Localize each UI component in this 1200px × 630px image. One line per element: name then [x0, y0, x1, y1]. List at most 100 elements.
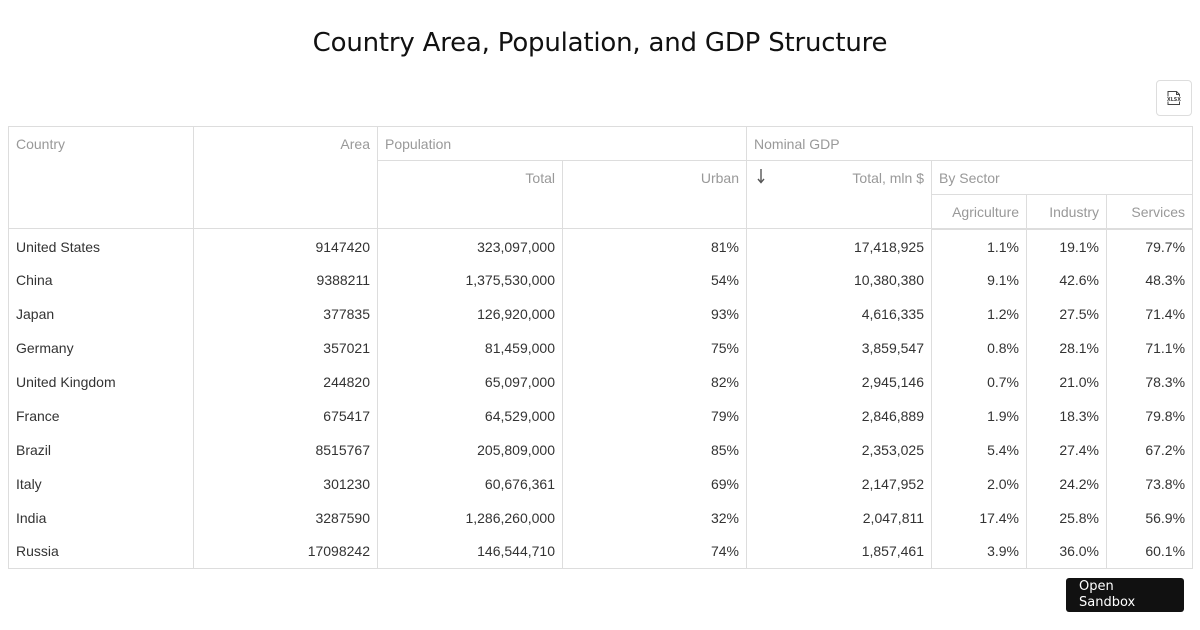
- cell-industry: 42.6%: [1026, 262, 1108, 297]
- cell-gdp-total: 2,047,811: [746, 500, 933, 535]
- export-xlsx-button[interactable]: XLSX: [1156, 80, 1192, 116]
- table-row: Japan 377835 126,920,000 93% 4,616,335 1.2% 27…: [8, 296, 1194, 331]
- cell-pop-total: 323,097,000: [377, 228, 563, 263]
- cell-industry: 21.0%: [1026, 364, 1108, 399]
- cell-country: United Kingdom: [8, 364, 194, 399]
- column-header-population-urban[interactable]: Urban: [561, 160, 748, 229]
- svg-text:XLSX: XLSX: [1167, 97, 1181, 103]
- cell-agriculture: 5.4%: [931, 432, 1028, 467]
- column-header-population-total[interactable]: Total: [377, 160, 563, 229]
- cell-gdp-total: 3,859,547: [746, 330, 933, 365]
- cell-pop-urban: 32%: [561, 500, 748, 535]
- cell-services: 71.1%: [1106, 330, 1194, 365]
- cell-pop-urban: 69%: [561, 466, 748, 501]
- cell-services: 60.1%: [1106, 534, 1194, 569]
- cell-pop-total: 1,286,260,000: [377, 500, 563, 535]
- column-group-nominal-gdp: Nominal GDP: [746, 126, 1194, 161]
- cell-pop-urban: 79%: [561, 398, 748, 433]
- cell-country: Germany: [8, 330, 194, 365]
- cell-agriculture: 9.1%: [931, 262, 1028, 297]
- sort-descending-icon: [757, 169, 765, 184]
- cell-country: Brazil: [8, 432, 194, 467]
- cell-services: 79.8%: [1106, 398, 1194, 433]
- cell-gdp-total: 2,353,025: [746, 432, 933, 467]
- cell-area: 377835: [193, 296, 378, 331]
- cell-country: India: [8, 500, 194, 535]
- cell-gdp-total: 2,147,952: [746, 466, 933, 501]
- open-sandbox-button[interactable]: Open Sandbox: [1066, 578, 1184, 612]
- column-header-industry[interactable]: Industry: [1026, 194, 1108, 230]
- cell-country: Russia: [8, 534, 194, 569]
- cell-area: 244820: [193, 364, 378, 399]
- column-header-gdp-total-label: Total, mln $: [852, 170, 925, 186]
- table-row: India 3287590 1,286,260,000 32% 2,047,811 17.…: [8, 500, 1194, 535]
- cell-country: China: [8, 262, 194, 297]
- cell-industry: 25.8%: [1026, 500, 1108, 535]
- column-header-gdp-total[interactable]: Total, mln $: [746, 160, 933, 229]
- cell-pop-urban: 74%: [561, 534, 748, 569]
- cell-industry: 27.5%: [1026, 296, 1108, 331]
- cell-pop-total: 205,809,000: [377, 432, 563, 467]
- cell-services: 73.8%: [1106, 466, 1194, 501]
- cell-pop-urban: 54%: [561, 262, 748, 297]
- cell-area: 357021: [193, 330, 378, 365]
- table-row: Brazil 8515767 205,809,000 85% 2,353,025 5.4%…: [8, 432, 1194, 467]
- cell-pop-total: 126,920,000: [377, 296, 563, 331]
- cell-services: 79.7%: [1106, 228, 1194, 263]
- cell-gdp-total: 17,418,925: [746, 228, 933, 263]
- cell-services: 67.2%: [1106, 432, 1194, 467]
- cell-agriculture: 17.4%: [931, 500, 1028, 535]
- cell-services: 71.4%: [1106, 296, 1194, 331]
- xlsx-export-icon: XLSX: [1166, 91, 1182, 105]
- cell-pop-urban: 85%: [561, 432, 748, 467]
- table-row: Russia 17098242 146,544,710 74% 1,857,461 3.9…: [8, 534, 1194, 569]
- cell-industry: 36.0%: [1026, 534, 1108, 569]
- cell-gdp-total: 1,857,461: [746, 534, 933, 569]
- cell-pop-urban: 81%: [561, 228, 748, 263]
- cell-pop-total: 65,097,000: [377, 364, 563, 399]
- cell-pop-urban: 75%: [561, 330, 748, 365]
- table-row: China 9388211 1,375,530,000 54% 10,380,380 9.…: [8, 262, 1194, 297]
- cell-agriculture: 0.7%: [931, 364, 1028, 399]
- cell-gdp-total: 2,846,889: [746, 398, 933, 433]
- cell-area: 17098242: [193, 534, 378, 569]
- column-header-services[interactable]: Services: [1106, 194, 1194, 230]
- cell-area: 9147420: [193, 228, 378, 263]
- column-header-country[interactable]: Country: [8, 126, 194, 229]
- column-header-area[interactable]: Area: [193, 126, 378, 229]
- table-row: Germany 357021 81,459,000 75% 3,859,547 0.8% 2…: [8, 330, 1194, 365]
- cell-pop-total: 1,375,530,000: [377, 262, 563, 297]
- table-row: United Kingdom 244820 65,097,000 82% 2,945,1…: [8, 364, 1194, 399]
- cell-industry: 19.1%: [1026, 228, 1108, 263]
- page-title: Country Area, Population, and GDP Struct…: [312, 28, 888, 58]
- cell-pop-total: 64,529,000: [377, 398, 563, 433]
- cell-pop-total: 146,544,710: [377, 534, 563, 569]
- cell-industry: 24.2%: [1026, 466, 1108, 501]
- cell-agriculture: 1.9%: [931, 398, 1028, 433]
- cell-area: 301230: [193, 466, 378, 501]
- cell-area: 3287590: [193, 500, 378, 535]
- table-row: United States 9147420 323,097,000 81% 17,418…: [8, 228, 1194, 263]
- cell-pop-urban: 82%: [561, 364, 748, 399]
- data-grid: Country Area Population Nominal GDP Tota…: [8, 126, 1194, 569]
- table-row: France 675417 64,529,000 79% 2,846,889 1.9% 18…: [8, 398, 1194, 433]
- cell-gdp-total: 10,380,380: [746, 262, 933, 297]
- cell-gdp-total: 2,945,146: [746, 364, 933, 399]
- cell-industry: 28.1%: [1026, 330, 1108, 365]
- cell-agriculture: 1.1%: [931, 228, 1028, 263]
- cell-agriculture: 0.8%: [931, 330, 1028, 365]
- cell-services: 56.9%: [1106, 500, 1194, 535]
- cell-services: 78.3%: [1106, 364, 1194, 399]
- cell-pop-total: 81,459,000: [377, 330, 563, 365]
- cell-country: Italy: [8, 466, 194, 501]
- data-grid-body: United States 9147420 323,097,000 81% 17,418…: [8, 228, 1194, 569]
- cell-country: France: [8, 398, 194, 433]
- cell-area: 8515767: [193, 432, 378, 467]
- cell-agriculture: 3.9%: [931, 534, 1028, 569]
- column-group-population: Population: [376, 126, 748, 161]
- cell-country: United States: [8, 228, 194, 263]
- column-group-by-sector: By Sector: [931, 160, 1194, 195]
- column-header-agriculture[interactable]: Agriculture: [931, 194, 1028, 230]
- table-row: Italy 301230 60,676,361 69% 2,147,952 2.0% 24.…: [8, 466, 1194, 501]
- cell-gdp-total: 4,616,335: [746, 296, 933, 331]
